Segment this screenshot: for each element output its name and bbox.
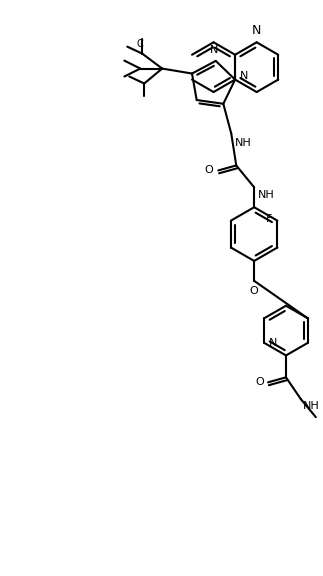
- Text: N: N: [210, 45, 218, 55]
- Text: N: N: [240, 71, 248, 81]
- Text: F: F: [266, 214, 272, 223]
- Text: NH: NH: [235, 138, 252, 147]
- Text: O: O: [250, 286, 258, 296]
- Text: C: C: [137, 39, 144, 49]
- Text: O: O: [255, 377, 264, 387]
- Text: NH: NH: [303, 401, 320, 411]
- Text: N: N: [268, 338, 277, 348]
- Text: O: O: [205, 165, 214, 176]
- Text: N: N: [252, 24, 261, 37]
- Text: NH: NH: [258, 190, 275, 200]
